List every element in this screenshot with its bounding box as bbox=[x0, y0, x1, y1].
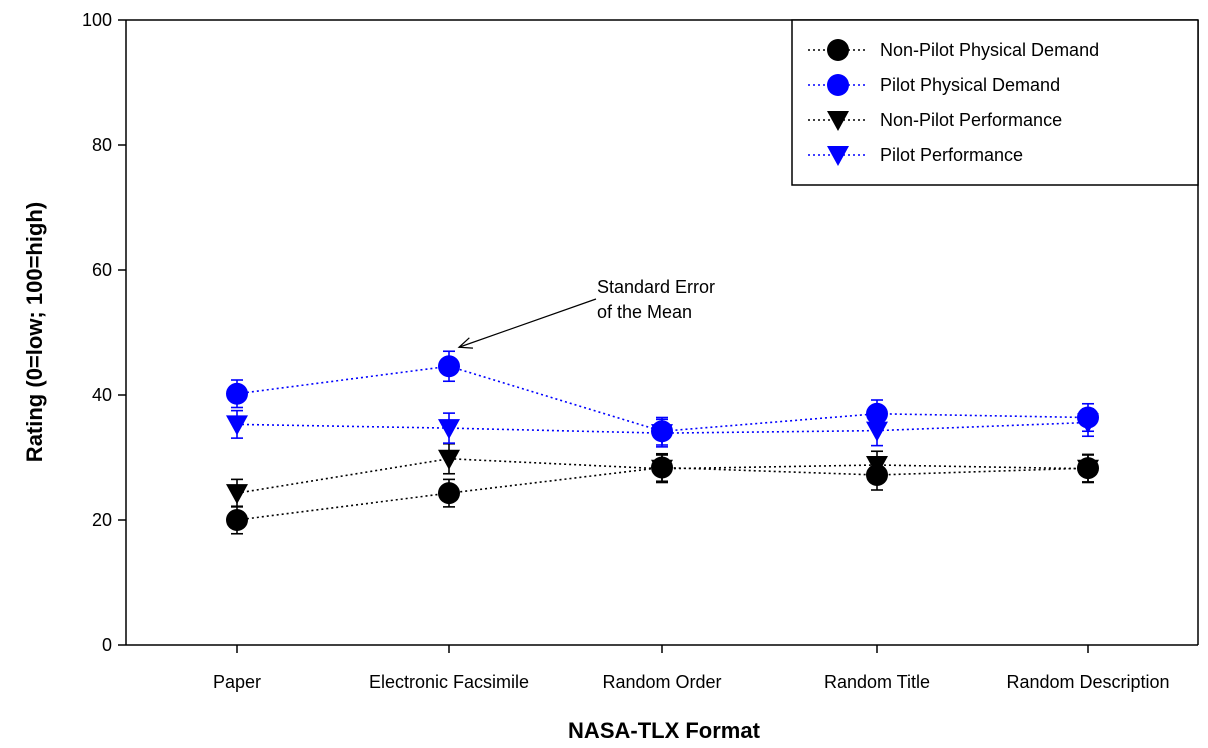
data-point bbox=[866, 456, 888, 476]
x-tick-label: Paper bbox=[213, 672, 261, 692]
legend-box bbox=[791, 19, 1199, 186]
annotation-layer: Standard Error of the Mean bbox=[457, 277, 715, 349]
legend-item: Non-Pilot Physical Demand bbox=[808, 39, 1099, 61]
data-point bbox=[1077, 413, 1099, 434]
annotation-arrow-head bbox=[457, 337, 474, 349]
legend-label: Pilot Physical Demand bbox=[880, 75, 1060, 95]
y-tick-label: 0 bbox=[102, 635, 112, 655]
legend-label: Non-Pilot Physical Demand bbox=[880, 40, 1099, 60]
data-point bbox=[438, 482, 460, 505]
series-4 bbox=[226, 407, 1099, 448]
data-point bbox=[226, 382, 248, 405]
data-point bbox=[866, 421, 888, 442]
x-axis-title: NASA-TLX Format bbox=[568, 718, 761, 743]
data-point bbox=[226, 509, 248, 531]
x-tick-label: Electronic Facsimile bbox=[369, 672, 529, 692]
y-tick-label: 80 bbox=[92, 135, 112, 155]
legend-item: Non-Pilot Performance bbox=[808, 110, 1062, 131]
annotation-text: Standard Error bbox=[597, 277, 715, 297]
data-point bbox=[438, 419, 460, 440]
legend-label: Pilot Performance bbox=[880, 145, 1023, 165]
y-tick-label: 40 bbox=[92, 385, 112, 405]
legend-label: Non-Pilot Performance bbox=[880, 110, 1062, 130]
data-point bbox=[226, 415, 248, 436]
legend-item: Pilot Physical Demand bbox=[808, 74, 1060, 96]
x-tick-label: Random Title bbox=[824, 672, 930, 692]
y-tick-label: 60 bbox=[92, 260, 112, 280]
data-point bbox=[226, 484, 248, 505]
y-axis: 0 20 40 60 80 100 bbox=[82, 10, 127, 655]
data-point bbox=[866, 402, 888, 425]
x-tick-label: Random Order bbox=[602, 672, 721, 692]
legend: Non-Pilot Physical Demand Pilot Physical … bbox=[791, 19, 1199, 186]
legend-item: Pilot Performance bbox=[808, 145, 1023, 166]
annotation-text: of the Mean bbox=[597, 302, 692, 322]
legend-marker bbox=[827, 111, 849, 131]
legend-marker bbox=[827, 146, 849, 166]
data-point bbox=[651, 459, 673, 480]
y-axis-title: Rating (0=low; 100=high) bbox=[22, 202, 47, 462]
annotation-arrow-line bbox=[458, 298, 597, 348]
data-point bbox=[651, 424, 673, 445]
data-point bbox=[438, 449, 460, 470]
y-tick-label: 20 bbox=[92, 510, 112, 530]
legend-marker bbox=[827, 74, 849, 96]
y-tick-label: 100 bbox=[82, 10, 112, 30]
legend-marker bbox=[827, 39, 849, 61]
x-tick-label: Random Description bbox=[1006, 672, 1169, 692]
series-3 bbox=[226, 442, 1099, 508]
data-point bbox=[438, 355, 460, 378]
data-point bbox=[1077, 459, 1099, 480]
series-layer bbox=[226, 350, 1099, 535]
x-axis: Paper Electronic Facsimile Random Order Ran… bbox=[126, 644, 1198, 692]
